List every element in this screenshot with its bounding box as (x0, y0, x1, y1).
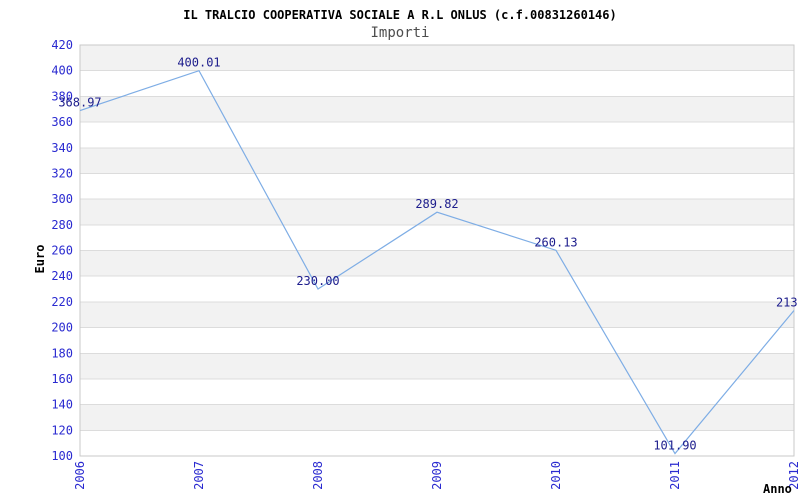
point-value-label: 400.01 (177, 56, 220, 70)
plot-border (79, 44, 795, 457)
y-tick-label: 260 (51, 244, 73, 258)
y-tick-label: 200 (51, 321, 73, 335)
background-band (80, 96, 794, 123)
data-line-importi (79, 69, 795, 455)
chart-title: IL TRALCIO COOPERATIVA SOCIALE A R.L ONL… (183, 8, 617, 22)
background-band (80, 301, 794, 328)
y-axis-title: Euro (33, 244, 47, 274)
background-band (80, 250, 794, 277)
background-band (80, 147, 794, 174)
background-band (80, 353, 794, 379)
y-tick-label: 320 (51, 166, 73, 180)
x-tick-label: 2010 (549, 461, 563, 490)
point-value-label: 368.97 (58, 96, 101, 110)
y-tick-label: 180 (51, 346, 73, 360)
y-tick-label: 100 (51, 449, 73, 463)
chart-subtitle: Importi (370, 25, 430, 41)
point-value-label: 230.00 (296, 274, 339, 288)
x-tick-label: 2009 (430, 461, 444, 490)
x-tick-label: 2012 (787, 461, 800, 490)
y-tick-label: 420 (51, 38, 73, 52)
x-tick-label: 2006 (73, 461, 87, 490)
point-value-label: 101.90 (653, 439, 696, 453)
point-value-label: 213.3 (776, 295, 800, 309)
x-tick-label: 2007 (192, 461, 206, 490)
y-tick-label: 280 (51, 218, 73, 232)
y-tick-label: 220 (51, 295, 73, 309)
background-band (80, 45, 794, 71)
background-band (80, 404, 794, 431)
x-axis-title: Anno (763, 482, 792, 496)
y-tick-label: 400 (51, 64, 73, 78)
y-tick-label: 300 (51, 192, 73, 206)
point-value-label: 260.13 (534, 235, 577, 249)
y-tick-label: 240 (51, 269, 73, 283)
y-tick-label: 380 (51, 89, 73, 103)
y-tick-label: 340 (51, 141, 73, 155)
x-tick-label: 2011 (668, 461, 682, 490)
y-tick-label: 140 (51, 398, 73, 412)
point-value-label: 289.82 (415, 197, 458, 211)
x-tick-label: 2008 (311, 461, 325, 490)
y-tick-label: 120 (51, 423, 73, 437)
y-tick-label: 360 (51, 115, 73, 129)
y-tick-label: 160 (51, 372, 73, 386)
